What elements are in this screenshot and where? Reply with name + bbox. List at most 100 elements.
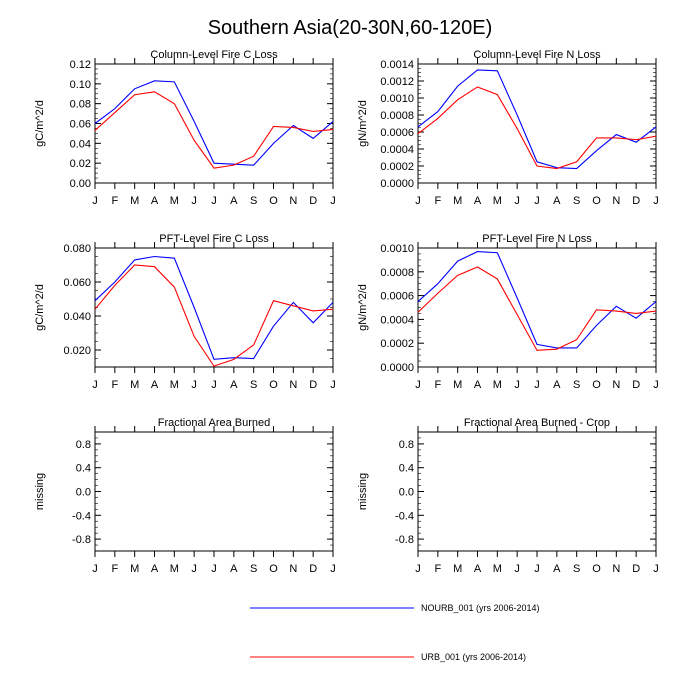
y-tick-label: 0.0004 (380, 144, 414, 156)
y-tick-label: 0.4 (76, 463, 91, 475)
x-tick-label: M (170, 379, 179, 391)
x-tick-label: F (111, 563, 118, 575)
y-tick-label: 0.0006 (380, 291, 414, 303)
chart-title: PFT-Level Fire N Loss (482, 233, 592, 245)
x-tick-label: O (592, 563, 601, 575)
x-tick-label: M (453, 379, 462, 391)
x-tick-label: J (534, 195, 540, 207)
x-tick-label: S (573, 379, 580, 391)
y-tick-label: -0.8 (395, 534, 414, 546)
x-tick-label: N (612, 195, 620, 207)
x-tick-label: J (191, 563, 197, 575)
series-line-urb (94, 264, 334, 367)
y-axis-label: missing (34, 473, 46, 510)
x-tick-label: F (434, 563, 441, 575)
x-tick-label: J (534, 379, 540, 391)
x-tick-label: N (289, 379, 297, 391)
x-tick-label: S (573, 563, 580, 575)
x-tick-label: O (592, 379, 601, 391)
x-tick-label: J (534, 563, 540, 575)
y-axis-label: gN/m^2/d (357, 100, 369, 147)
series-line-nourb (417, 69, 657, 170)
y-tick-label: 0.060 (63, 277, 91, 289)
y-tick-label: -0.4 (395, 510, 414, 522)
x-tick-label: A (230, 379, 238, 391)
chart-panel-6: Fractional Area Burned - Crop missing -0.8… (357, 417, 659, 575)
y-tick-label: 0.8 (76, 439, 91, 451)
plot-frame (94, 63, 334, 184)
x-tick-label: J (330, 379, 336, 391)
plot-frame (94, 431, 334, 552)
y-tick-label: 0.4 (399, 463, 414, 475)
x-tick-label: J (92, 379, 98, 391)
series-line-urb (94, 91, 334, 169)
y-tick-label: 0.0008 (380, 110, 414, 122)
x-tick-label: J (191, 195, 197, 207)
x-tick-label: J (514, 563, 520, 575)
x-tick-label: M (130, 195, 139, 207)
y-tick-label: 0.0012 (380, 76, 414, 88)
y-tick-label: 0.0 (399, 487, 414, 499)
y-tick-label: 0.020 (63, 345, 91, 357)
chart-title: Fractional Area Burned (158, 417, 271, 429)
x-tick-label: D (309, 563, 317, 575)
x-tick-label: O (269, 379, 278, 391)
x-tick-label: M (493, 195, 502, 207)
y-axis-label: gN/m^2/d (357, 284, 369, 331)
x-tick-label: F (434, 379, 441, 391)
series-line-nourb (417, 251, 657, 349)
x-tick-label: J (92, 563, 98, 575)
y-tick-label: 0.0000 (380, 362, 414, 374)
y-tick-label: 0.0010 (380, 243, 414, 255)
y-tick-label: 0.10 (70, 79, 91, 91)
y-tick-label: 0.0010 (380, 93, 414, 105)
chart-panel-3: PFT-Level Fire C Loss gC/m^2/d 0.020 0.040 0… (34, 233, 336, 391)
y-axis-label: gC/m^2/d (34, 100, 46, 147)
x-tick-label: O (269, 563, 278, 575)
y-tick-label: -0.4 (72, 510, 91, 522)
x-tick-label: M (130, 379, 139, 391)
plot-frame (94, 247, 334, 368)
y-tick-label: 0.06 (70, 119, 91, 131)
x-tick-label: D (632, 379, 640, 391)
x-tick-label: A (553, 379, 561, 391)
x-tick-label: M (170, 195, 179, 207)
x-tick-label: A (553, 563, 561, 575)
y-tick-label: 0.040 (63, 311, 91, 323)
y-tick-label: 0.0004 (380, 314, 414, 326)
x-tick-label: J (191, 379, 197, 391)
x-tick-label: A (230, 563, 238, 575)
chart-panels: Column-Level Fire C Loss gC/m^2/d 0.00 0.02… (34, 49, 659, 575)
x-tick-label: S (250, 195, 257, 207)
x-tick-label: N (612, 563, 620, 575)
y-tick-label: 0.080 (63, 243, 91, 255)
y-tick-label: 0.08 (70, 99, 91, 111)
x-tick-label: J (415, 563, 421, 575)
y-tick-label: 0.0014 (380, 59, 414, 71)
x-tick-label: A (553, 195, 561, 207)
x-tick-label: O (269, 195, 278, 207)
figure-title: Southern Asia(20-30N,60-120E) (208, 17, 493, 39)
plot-frame (417, 431, 657, 552)
y-tick-label: 0.0 (76, 487, 91, 499)
y-tick-label: 0.00 (70, 178, 91, 190)
y-axis-label: missing (357, 473, 369, 510)
x-tick-label: J (514, 195, 520, 207)
chart-title: Column-Level Fire N Loss (473, 49, 601, 61)
y-tick-label: 0.04 (70, 138, 91, 150)
x-tick-label: N (289, 195, 297, 207)
x-tick-label: J (330, 195, 336, 207)
x-tick-label: J (653, 379, 659, 391)
x-tick-label: J (415, 379, 421, 391)
x-tick-label: J (92, 195, 98, 207)
y-tick-label: 0.8 (399, 439, 414, 451)
chart-title: Fractional Area Burned - Crop (464, 417, 610, 429)
x-tick-label: D (309, 379, 317, 391)
x-tick-label: J (514, 379, 520, 391)
x-tick-label: A (151, 379, 159, 391)
x-tick-label: O (592, 195, 601, 207)
chart-panel-2: Column-Level Fire N Loss gN/m^2/d 0.0000 0.… (357, 49, 659, 207)
x-tick-label: J (653, 195, 659, 207)
x-tick-label: M (453, 563, 462, 575)
